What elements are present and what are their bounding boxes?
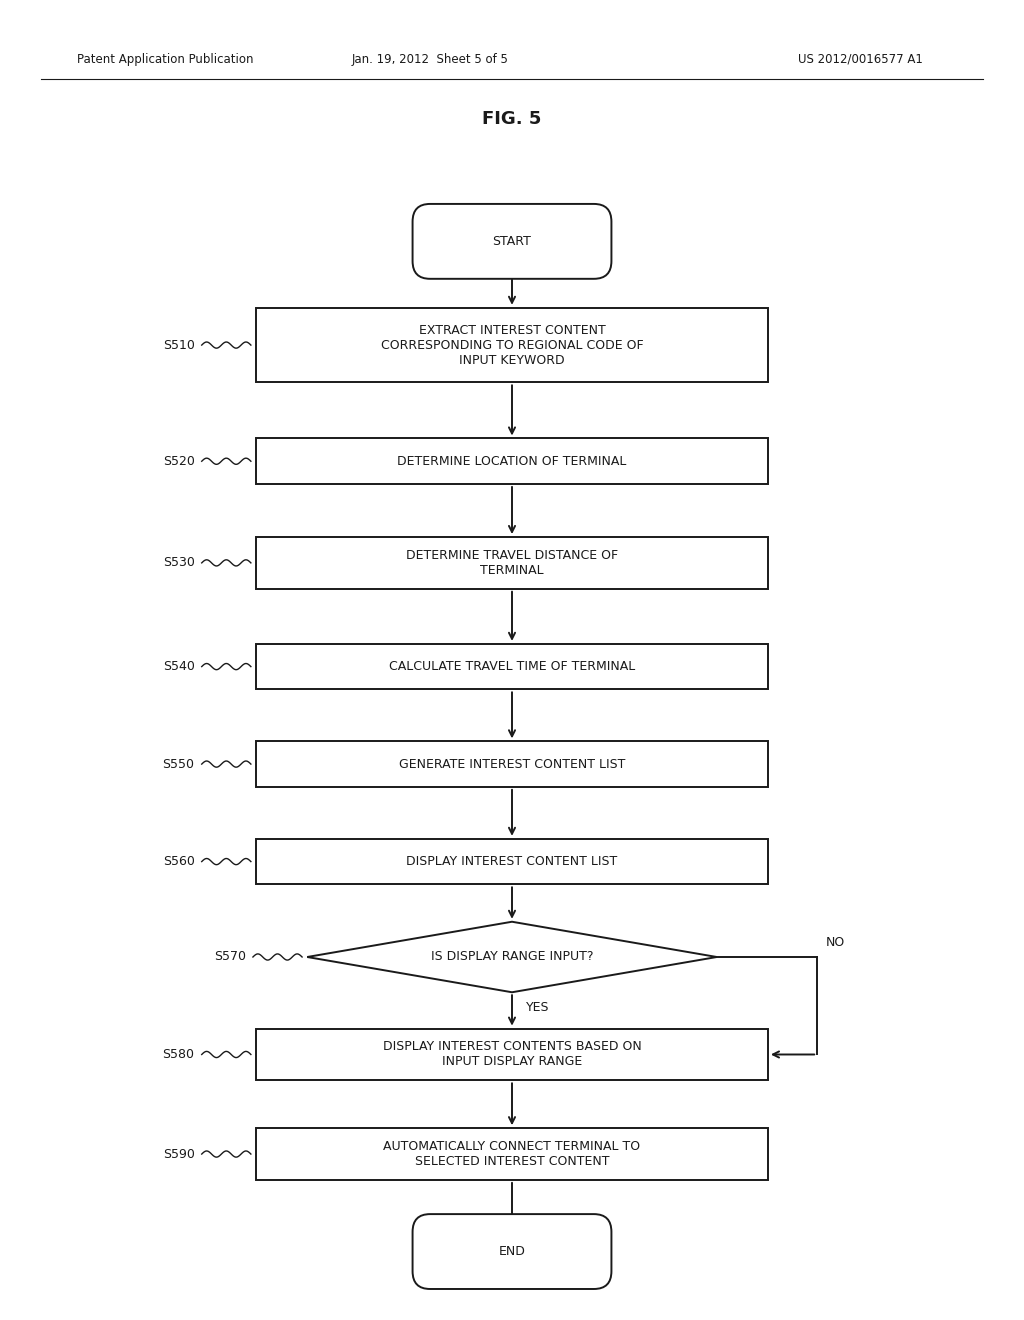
Text: YES: YES (526, 1001, 549, 1014)
Bar (256, 742, 768, 787)
Text: AUTOMATICALLY CONNECT TERMINAL TO
SELECTED INTEREST CONTENT: AUTOMATICALLY CONNECT TERMINAL TO SELECT… (383, 1140, 641, 1168)
Bar (256, 1129, 768, 1180)
Bar (256, 838, 768, 884)
Text: CALCULATE TRAVEL TIME OF TERMINAL: CALCULATE TRAVEL TIME OF TERMINAL (389, 660, 635, 673)
Text: DETERMINE LOCATION OF TERMINAL: DETERMINE LOCATION OF TERMINAL (397, 455, 627, 467)
Text: GENERATE INTEREST CONTENT LIST: GENERATE INTEREST CONTENT LIST (398, 758, 626, 771)
Polygon shape (307, 921, 717, 993)
Text: FIG. 5: FIG. 5 (482, 110, 542, 128)
Text: Jan. 19, 2012  Sheet 5 of 5: Jan. 19, 2012 Sheet 5 of 5 (351, 53, 509, 66)
Bar (256, 438, 768, 484)
Bar (256, 644, 768, 689)
Text: START: START (493, 235, 531, 248)
Text: S570: S570 (214, 950, 246, 964)
Text: IS DISPLAY RANGE INPUT?: IS DISPLAY RANGE INPUT? (431, 950, 593, 964)
Text: S540: S540 (163, 660, 195, 673)
Text: S580: S580 (163, 1048, 195, 1061)
Text: NO: NO (825, 936, 845, 949)
Bar (256, 537, 768, 589)
FancyBboxPatch shape (413, 203, 611, 279)
FancyBboxPatch shape (413, 1214, 611, 1290)
Text: EXTRACT INTEREST CONTENT
CORRESPONDING TO REGIONAL CODE OF
INPUT KEYWORD: EXTRACT INTEREST CONTENT CORRESPONDING T… (381, 323, 643, 367)
Text: S530: S530 (163, 557, 195, 569)
Text: S560: S560 (163, 855, 195, 869)
Bar (256, 308, 768, 383)
Text: DISPLAY INTEREST CONTENT LIST: DISPLAY INTEREST CONTENT LIST (407, 855, 617, 869)
Text: DISPLAY INTEREST CONTENTS BASED ON
INPUT DISPLAY RANGE: DISPLAY INTEREST CONTENTS BASED ON INPUT… (383, 1040, 641, 1068)
Text: Patent Application Publication: Patent Application Publication (77, 53, 253, 66)
Text: END: END (499, 1245, 525, 1258)
Text: S590: S590 (163, 1147, 195, 1160)
Bar (256, 1028, 768, 1080)
Text: S510: S510 (163, 339, 195, 351)
Text: S520: S520 (163, 455, 195, 467)
Text: US 2012/0016577 A1: US 2012/0016577 A1 (798, 53, 923, 66)
Text: DETERMINE TRAVEL DISTANCE OF
TERMINAL: DETERMINE TRAVEL DISTANCE OF TERMINAL (406, 549, 618, 577)
Text: S550: S550 (163, 758, 195, 771)
